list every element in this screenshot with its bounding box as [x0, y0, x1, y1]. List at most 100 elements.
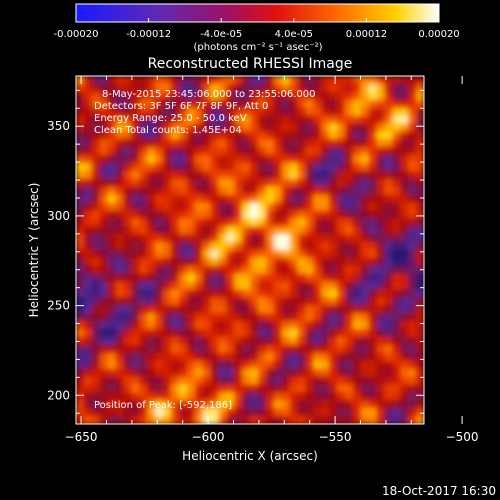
heatmap-cell [131, 265, 140, 275]
heatmap-cell [163, 99, 172, 109]
heatmap-cell [368, 99, 378, 109]
heatmap-cell [408, 155, 417, 164]
heatmap-cell [281, 368, 291, 378]
heatmap-cell [163, 107, 172, 117]
heatmap-cell [147, 352, 156, 362]
heatmap-cell [226, 139, 235, 148]
heatmap-cell [273, 76, 283, 85]
heatmap-cell [234, 163, 243, 172]
heatmap-cell [131, 139, 140, 148]
heatmap-cell [170, 360, 180, 370]
heatmap-cell [368, 210, 378, 219]
heatmap-cell [178, 368, 188, 378]
heatmap-cell [289, 155, 299, 164]
heatmap-cell [76, 392, 85, 401]
heatmap-cell [376, 234, 386, 243]
heatmap-cell [416, 408, 424, 417]
heatmap-cell [170, 210, 180, 219]
heatmap-cell [163, 131, 172, 140]
peak-position-label: Position of Peak: [-592,186] [94, 400, 232, 411]
heatmap-cell [360, 123, 370, 132]
heatmap-cell [163, 408, 172, 417]
heatmap-cell [376, 376, 386, 386]
heatmap-cell [139, 194, 148, 204]
heatmap-cell [368, 360, 378, 370]
heatmap-cell [360, 234, 370, 243]
heatmap-cell [408, 344, 417, 354]
heatmap-cell [226, 289, 235, 299]
heatmap-cell [234, 305, 243, 314]
heatmap-cell [147, 360, 156, 370]
heatmap-cell [139, 265, 148, 275]
heatmap-cell [265, 392, 275, 401]
heatmap-cell [139, 139, 148, 148]
heatmap-cell [202, 170, 212, 180]
heatmap-cell [210, 329, 219, 338]
heatmap-cell [305, 352, 314, 362]
heatmap-cell [163, 115, 172, 125]
heatmap-cell [194, 289, 204, 299]
heatmap-cell [123, 352, 132, 362]
heatmap-cell [289, 186, 299, 196]
heatmap-cell [329, 337, 338, 346]
heatmap-cell [297, 91, 306, 101]
heatmap-cell [408, 99, 417, 109]
heatmap-cell [408, 289, 417, 299]
heatmap-cell [265, 123, 275, 132]
heatmap-cell [170, 408, 180, 417]
heatmap-cell [76, 202, 85, 212]
heatmap-cell [329, 178, 338, 188]
heatmap-cell [368, 392, 378, 401]
heatmap-cell [115, 91, 125, 101]
heatmap-cell [408, 226, 417, 235]
heatmap-cell [352, 250, 362, 259]
heatmap-cell [234, 218, 243, 227]
heatmap-cell [76, 337, 85, 346]
heatmap-cell [99, 281, 109, 291]
heatmap-cell [416, 273, 424, 283]
heatmap-cell [147, 131, 156, 140]
heatmap-cell [400, 313, 409, 322]
heatmap-cell [329, 186, 338, 196]
heatmap-cell [360, 305, 370, 314]
heatmap-cell [210, 344, 219, 354]
heatmap-cell [352, 99, 362, 109]
heatmap-cell [186, 384, 196, 393]
heatmap-cell [289, 368, 299, 378]
heatmap-cell [76, 250, 85, 259]
heatmap-cell [321, 257, 330, 267]
heatmap-cell [226, 376, 235, 386]
heatmap-cell [368, 265, 378, 275]
heatmap-cell [178, 297, 188, 306]
heatmap-cell [115, 344, 125, 354]
heatmap-cell [91, 400, 101, 409]
x-tick-label: −550 [319, 430, 352, 444]
heatmap-cell [218, 147, 227, 156]
heatmap-cell [273, 384, 283, 393]
heatmap-cell [99, 408, 109, 417]
heatmap-cell [344, 400, 354, 409]
heatmap-cell [368, 178, 378, 188]
heatmap-cell [91, 210, 101, 219]
heatmap-cell [210, 91, 219, 101]
heatmap-cell [368, 376, 378, 386]
heatmap-cell [99, 337, 109, 346]
heatmap-cell [384, 163, 393, 172]
heatmap-cell [281, 218, 291, 227]
heatmap-cell [170, 376, 180, 386]
heatmap-cell [250, 234, 259, 243]
heatmap-cell [178, 107, 188, 117]
heatmap-cell [337, 368, 346, 378]
heatmap-cell [384, 210, 393, 219]
heatmap-cell [313, 408, 322, 417]
heatmap-cell [281, 91, 291, 101]
heatmap-cell [265, 400, 275, 409]
heatmap-cell [376, 147, 386, 156]
heatmap-cell [76, 313, 85, 322]
heatmap-cell [139, 218, 148, 227]
heatmap-cell [163, 281, 172, 291]
heatmap-cell [99, 91, 109, 101]
heatmap-cell [305, 234, 314, 243]
heatmap-cell [76, 400, 85, 409]
heatmap-cell [281, 163, 291, 172]
